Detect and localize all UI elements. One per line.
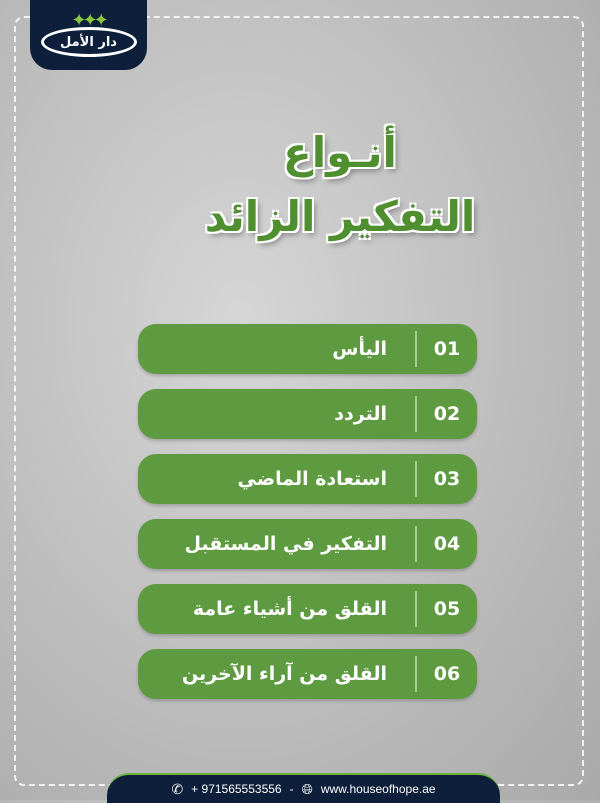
list-item: 05 القلق من أشياء عامة [138, 584, 477, 634]
people-icon: ✦✦✦ [71, 10, 109, 31]
list-item: 03 استعادة الماضي [138, 454, 477, 504]
title-line-2: التفكير الزائد [204, 192, 476, 241]
separator: - [289, 782, 294, 796]
item-number: 03 [415, 461, 477, 497]
item-number: 05 [415, 591, 477, 627]
title-line-1: أنـواع [283, 128, 397, 177]
logo: ✦✦✦ دار الأمل [30, 0, 147, 70]
item-label: التفكير في المستقبل [184, 533, 387, 555]
logo-text: دار الأمل [60, 34, 117, 50]
item-number: 01 [415, 331, 477, 367]
item-number: 04 [415, 526, 477, 562]
item-label: القلق من أشياء عامة [192, 598, 387, 620]
item-number: 02 [415, 396, 477, 432]
item-label: القلق من آراء الآخرين [182, 663, 387, 685]
footer: ✆ + 971565553556 - 🌐︎ www.houseofhope.ae [107, 773, 500, 803]
phone[interactable]: + 971565553556 [191, 782, 282, 796]
list-item: 06 القلق من آراء الآخرين [138, 649, 477, 699]
globe-icon: 🌐︎ [301, 780, 313, 797]
website-link[interactable]: www.houseofhope.ae [320, 782, 436, 796]
list-item: 04 التفكير في المستقبل [138, 519, 477, 569]
item-label: التردد [334, 403, 387, 425]
list-item: 02 التردد [138, 389, 477, 439]
item-label: اليأس [332, 338, 387, 360]
list-item: 01 اليأس [138, 324, 477, 374]
item-label: استعادة الماضي [237, 468, 388, 490]
whatsapp-icon: ✆ [171, 780, 184, 797]
item-number: 06 [415, 656, 477, 692]
